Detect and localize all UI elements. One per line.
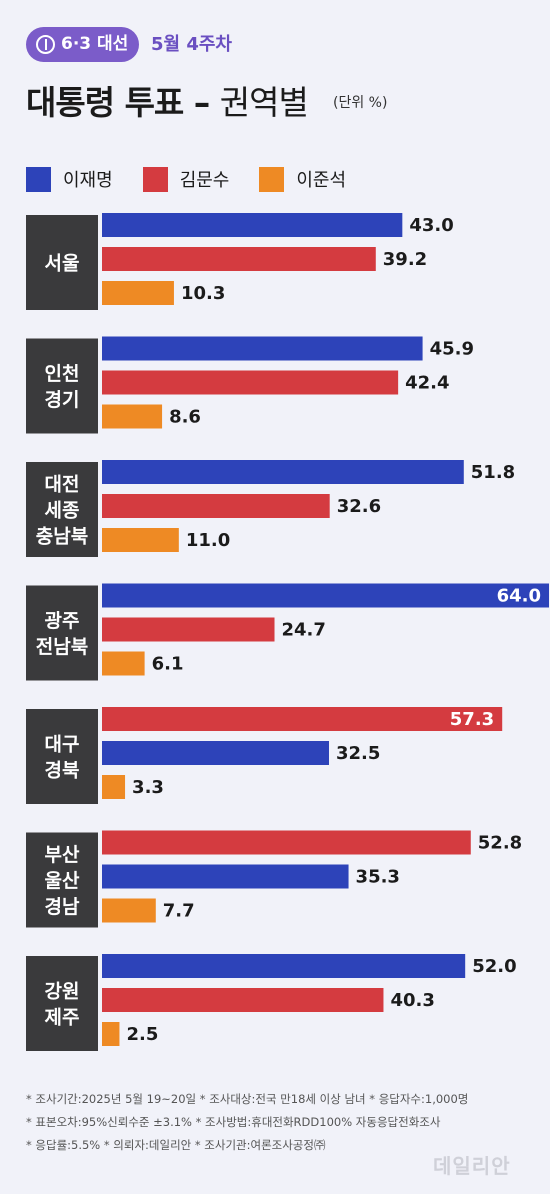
bar — [102, 460, 464, 484]
bar — [102, 954, 466, 978]
title-main: 대통령 투표 – — [26, 83, 210, 122]
survey-notes: * 조사기간:2025년 5월 19~20일 * 조사대상:전국 만18세 이상… — [26, 1088, 468, 1157]
region-label: 세종 — [45, 500, 80, 522]
data-label: 40.3 — [390, 990, 434, 1011]
region-label: 인천 — [45, 363, 80, 385]
region-label: 대전 — [45, 474, 80, 496]
legend-item-lee-jm: 이재명 — [26, 166, 113, 192]
note-line: * 조사기간:2025년 5월 19~20일 * 조사대상:전국 만18세 이상… — [26, 1092, 469, 1106]
legend: 이재명 김문수 이준석 — [26, 166, 376, 192]
data-label: 52.8 — [478, 833, 522, 854]
region-label-box — [26, 956, 98, 1051]
data-label: 10.3 — [181, 283, 225, 304]
region-label-box — [26, 338, 98, 434]
region-label: 경남 — [45, 896, 80, 918]
data-label: 11.0 — [186, 530, 230, 551]
region-label-box — [26, 832, 98, 928]
bar — [102, 247, 376, 271]
election-badge: 6·3 대선 — [26, 27, 139, 62]
data-label: 8.6 — [169, 407, 201, 428]
data-label: 24.7 — [282, 620, 326, 641]
region-label-box — [26, 462, 98, 557]
region-label-box — [26, 215, 98, 310]
data-label: 39.2 — [383, 249, 427, 270]
bar — [102, 707, 503, 731]
unit-label: (단위 %) — [333, 95, 388, 111]
region-label: 서울 — [45, 253, 80, 275]
region-label: 광주 — [45, 610, 80, 632]
legend-label-lee-js: 이준석 — [296, 170, 347, 191]
note-line: * 표본오차:95%신뢰수준 ±3.1% * 조사방법:휴대전화RDD100% … — [26, 1115, 441, 1129]
bar — [102, 213, 403, 237]
region-label: 강원 — [45, 981, 80, 1003]
bar — [102, 370, 399, 395]
region-label: 경기 — [45, 389, 80, 411]
title-sub: 권역별 — [219, 83, 309, 122]
page-title: 대통령 투표 – 권역별 — [26, 76, 309, 124]
legend-item-lee-js: 이준석 — [259, 166, 346, 192]
bar — [102, 404, 163, 429]
brand-watermark: 데일리안 — [433, 1154, 511, 1178]
bar — [102, 898, 156, 923]
bar — [102, 775, 126, 799]
data-label: 52.0 — [472, 956, 516, 977]
legend-swatch-orange — [259, 166, 285, 192]
data-label: 32.5 — [336, 743, 380, 764]
bar — [102, 617, 275, 642]
legend-swatch-blue — [26, 166, 51, 192]
bar — [102, 583, 549, 608]
region-label: 부산 — [45, 844, 80, 866]
legend-label-lee-jm: 이재명 — [63, 170, 113, 191]
region-label: 경북 — [45, 760, 80, 782]
region-label: 충남북 — [36, 526, 88, 548]
data-label: 43.0 — [409, 215, 453, 236]
data-label: 32.6 — [337, 496, 381, 517]
data-label: 42.4 — [405, 373, 449, 394]
region-label: 울산 — [45, 870, 80, 892]
legend-swatch-red — [142, 166, 168, 192]
data-label: 2.5 — [126, 1024, 158, 1045]
week-label: 5월 4주차 — [151, 34, 232, 55]
legend-label-kim-ms: 김문수 — [179, 170, 230, 191]
data-label: 45.9 — [430, 339, 474, 360]
region-label: 전남북 — [36, 636, 88, 658]
data-label: 57.3 — [450, 709, 494, 730]
region-label: 대구 — [45, 734, 80, 756]
data-label: 7.7 — [163, 901, 195, 922]
badge-label: 6·3 대선 — [61, 34, 129, 54]
bar — [102, 528, 179, 552]
data-label: 51.8 — [471, 462, 515, 483]
region-label-box — [26, 709, 98, 804]
bar — [102, 741, 329, 765]
bar — [102, 988, 384, 1012]
data-label: 35.3 — [356, 867, 400, 888]
note-line: * 응답률:5.5% * 의뢰자:데일리안 * 조사기관:여론조사공정㈜ — [26, 1138, 326, 1152]
bar — [102, 281, 174, 305]
data-label: 6.1 — [152, 654, 184, 675]
region-label-box — [26, 585, 98, 681]
legend-item-kim-ms: 김문수 — [142, 166, 230, 192]
bar — [102, 651, 145, 676]
data-label: 64.0 — [497, 586, 541, 607]
bar — [102, 494, 330, 518]
bar — [102, 1022, 120, 1046]
bar — [102, 830, 471, 855]
bar — [102, 336, 423, 361]
bar — [102, 864, 349, 889]
region-label: 제주 — [45, 1007, 80, 1029]
ballot-icon — [36, 35, 55, 54]
data-label: 3.3 — [132, 777, 164, 798]
